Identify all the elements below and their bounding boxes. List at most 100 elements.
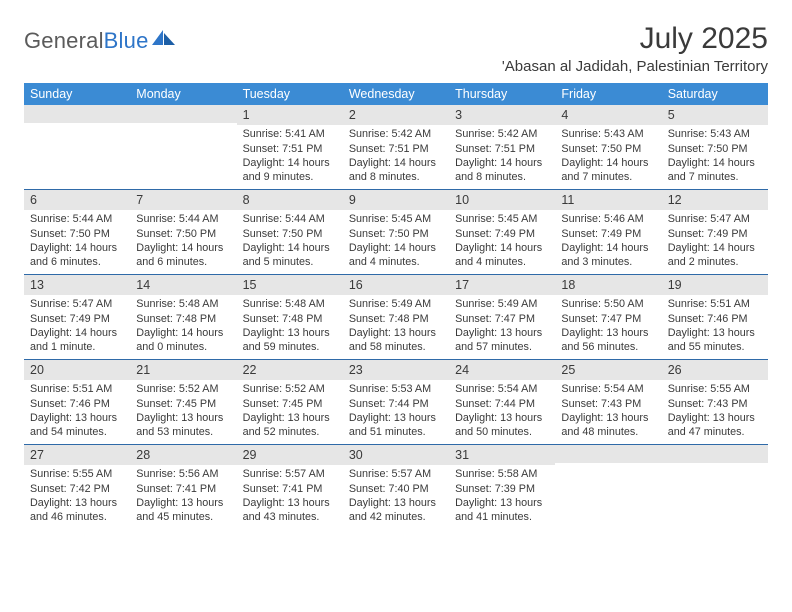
day-number: 25 xyxy=(555,360,661,380)
day-number xyxy=(130,105,236,123)
day-number: 26 xyxy=(662,360,768,380)
calendar: SundayMondayTuesdayWednesdayThursdayFrid… xyxy=(24,83,768,529)
day-cell: 1Sunrise: 5:41 AMSunset: 7:51 PMDaylight… xyxy=(237,105,343,189)
dow-cell: Thursday xyxy=(449,83,555,105)
day-cell: 10Sunrise: 5:45 AMSunset: 7:49 PMDayligh… xyxy=(449,190,555,274)
day-number: 27 xyxy=(24,445,130,465)
day-body: Sunrise: 5:52 AMSunset: 7:45 PMDaylight:… xyxy=(237,380,343,439)
brand-sail-icon xyxy=(151,28,177,53)
day-cell: 3Sunrise: 5:42 AMSunset: 7:51 PMDaylight… xyxy=(449,105,555,189)
title-block: July 2025 'Abasan al Jadidah, Palestinia… xyxy=(502,22,768,75)
day-body xyxy=(662,463,768,465)
day-number: 18 xyxy=(555,275,661,295)
day-number: 24 xyxy=(449,360,555,380)
day-body: Sunrise: 5:44 AMSunset: 7:50 PMDaylight:… xyxy=(237,210,343,269)
day-body: Sunrise: 5:42 AMSunset: 7:51 PMDaylight:… xyxy=(343,125,449,184)
day-body: Sunrise: 5:43 AMSunset: 7:50 PMDaylight:… xyxy=(662,125,768,184)
day-body xyxy=(24,123,130,125)
day-cell: 17Sunrise: 5:49 AMSunset: 7:47 PMDayligh… xyxy=(449,275,555,359)
day-cell xyxy=(555,445,661,529)
day-number xyxy=(555,445,661,463)
day-body: Sunrise: 5:44 AMSunset: 7:50 PMDaylight:… xyxy=(24,210,130,269)
day-cell: 27Sunrise: 5:55 AMSunset: 7:42 PMDayligh… xyxy=(24,445,130,529)
day-number: 14 xyxy=(130,275,236,295)
day-body: Sunrise: 5:57 AMSunset: 7:40 PMDaylight:… xyxy=(343,465,449,524)
day-number: 15 xyxy=(237,275,343,295)
day-cell: 2Sunrise: 5:42 AMSunset: 7:51 PMDaylight… xyxy=(343,105,449,189)
day-cell: 9Sunrise: 5:45 AMSunset: 7:50 PMDaylight… xyxy=(343,190,449,274)
day-cell: 4Sunrise: 5:43 AMSunset: 7:50 PMDaylight… xyxy=(555,105,661,189)
dow-cell: Tuesday xyxy=(237,83,343,105)
day-body: Sunrise: 5:51 AMSunset: 7:46 PMDaylight:… xyxy=(662,295,768,354)
day-number: 22 xyxy=(237,360,343,380)
day-body: Sunrise: 5:55 AMSunset: 7:43 PMDaylight:… xyxy=(662,380,768,439)
day-body: Sunrise: 5:41 AMSunset: 7:51 PMDaylight:… xyxy=(237,125,343,184)
week-row: 6Sunrise: 5:44 AMSunset: 7:50 PMDaylight… xyxy=(24,190,768,275)
day-cell: 16Sunrise: 5:49 AMSunset: 7:48 PMDayligh… xyxy=(343,275,449,359)
day-cell: 6Sunrise: 5:44 AMSunset: 7:50 PMDaylight… xyxy=(24,190,130,274)
week-row: 13Sunrise: 5:47 AMSunset: 7:49 PMDayligh… xyxy=(24,275,768,360)
day-body: Sunrise: 5:57 AMSunset: 7:41 PMDaylight:… xyxy=(237,465,343,524)
day-number: 7 xyxy=(130,190,236,210)
brand-logo: GeneralBlue xyxy=(24,28,177,54)
day-cell: 12Sunrise: 5:47 AMSunset: 7:49 PMDayligh… xyxy=(662,190,768,274)
month-title: July 2025 xyxy=(502,22,768,56)
dow-cell: Friday xyxy=(555,83,661,105)
day-cell xyxy=(130,105,236,189)
day-number: 3 xyxy=(449,105,555,125)
day-number: 8 xyxy=(237,190,343,210)
day-cell: 11Sunrise: 5:46 AMSunset: 7:49 PMDayligh… xyxy=(555,190,661,274)
week-row: 20Sunrise: 5:51 AMSunset: 7:46 PMDayligh… xyxy=(24,360,768,445)
day-number: 9 xyxy=(343,190,449,210)
day-body: Sunrise: 5:48 AMSunset: 7:48 PMDaylight:… xyxy=(130,295,236,354)
day-cell: 22Sunrise: 5:52 AMSunset: 7:45 PMDayligh… xyxy=(237,360,343,444)
calendar-page: GeneralBlue July 2025 'Abasan al Jadidah… xyxy=(0,0,792,539)
day-number: 4 xyxy=(555,105,661,125)
day-number: 23 xyxy=(343,360,449,380)
day-number xyxy=(24,105,130,123)
day-cell: 8Sunrise: 5:44 AMSunset: 7:50 PMDaylight… xyxy=(237,190,343,274)
day-cell: 18Sunrise: 5:50 AMSunset: 7:47 PMDayligh… xyxy=(555,275,661,359)
day-body: Sunrise: 5:47 AMSunset: 7:49 PMDaylight:… xyxy=(662,210,768,269)
dow-cell: Wednesday xyxy=(343,83,449,105)
day-body: Sunrise: 5:43 AMSunset: 7:50 PMDaylight:… xyxy=(555,125,661,184)
day-number: 19 xyxy=(662,275,768,295)
day-cell: 20Sunrise: 5:51 AMSunset: 7:46 PMDayligh… xyxy=(24,360,130,444)
brand-text: GeneralBlue xyxy=(24,28,149,54)
day-number: 21 xyxy=(130,360,236,380)
day-cell: 23Sunrise: 5:53 AMSunset: 7:44 PMDayligh… xyxy=(343,360,449,444)
day-cell: 28Sunrise: 5:56 AMSunset: 7:41 PMDayligh… xyxy=(130,445,236,529)
day-cell: 29Sunrise: 5:57 AMSunset: 7:41 PMDayligh… xyxy=(237,445,343,529)
day-number: 31 xyxy=(449,445,555,465)
day-cell xyxy=(662,445,768,529)
day-body: Sunrise: 5:44 AMSunset: 7:50 PMDaylight:… xyxy=(130,210,236,269)
day-body: Sunrise: 5:45 AMSunset: 7:50 PMDaylight:… xyxy=(343,210,449,269)
day-cell: 5Sunrise: 5:43 AMSunset: 7:50 PMDaylight… xyxy=(662,105,768,189)
day-number: 1 xyxy=(237,105,343,125)
day-number: 11 xyxy=(555,190,661,210)
day-number: 17 xyxy=(449,275,555,295)
day-body: Sunrise: 5:51 AMSunset: 7:46 PMDaylight:… xyxy=(24,380,130,439)
day-body: Sunrise: 5:54 AMSunset: 7:44 PMDaylight:… xyxy=(449,380,555,439)
day-cell: 7Sunrise: 5:44 AMSunset: 7:50 PMDaylight… xyxy=(130,190,236,274)
day-body: Sunrise: 5:49 AMSunset: 7:47 PMDaylight:… xyxy=(449,295,555,354)
day-body: Sunrise: 5:45 AMSunset: 7:49 PMDaylight:… xyxy=(449,210,555,269)
dow-cell: Sunday xyxy=(24,83,130,105)
day-number: 2 xyxy=(343,105,449,125)
day-number: 28 xyxy=(130,445,236,465)
day-number: 16 xyxy=(343,275,449,295)
day-cell: 31Sunrise: 5:58 AMSunset: 7:39 PMDayligh… xyxy=(449,445,555,529)
day-cell xyxy=(24,105,130,189)
day-body: Sunrise: 5:46 AMSunset: 7:49 PMDaylight:… xyxy=(555,210,661,269)
header: GeneralBlue July 2025 'Abasan al Jadidah… xyxy=(24,22,768,75)
week-row: 27Sunrise: 5:55 AMSunset: 7:42 PMDayligh… xyxy=(24,445,768,529)
day-body: Sunrise: 5:49 AMSunset: 7:48 PMDaylight:… xyxy=(343,295,449,354)
day-cell: 30Sunrise: 5:57 AMSunset: 7:40 PMDayligh… xyxy=(343,445,449,529)
day-number: 29 xyxy=(237,445,343,465)
day-body xyxy=(130,123,236,125)
day-number: 12 xyxy=(662,190,768,210)
day-cell: 15Sunrise: 5:48 AMSunset: 7:48 PMDayligh… xyxy=(237,275,343,359)
day-body: Sunrise: 5:47 AMSunset: 7:49 PMDaylight:… xyxy=(24,295,130,354)
day-body: Sunrise: 5:42 AMSunset: 7:51 PMDaylight:… xyxy=(449,125,555,184)
day-number: 13 xyxy=(24,275,130,295)
